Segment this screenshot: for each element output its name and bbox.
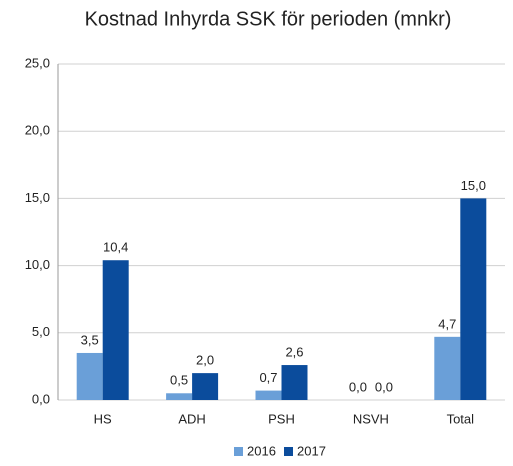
y-tick-label: 20,0 [25,123,50,138]
value-label: 0,5 [170,373,188,388]
legend-label: 2016 [247,443,276,458]
value-label: 0,0 [349,379,367,394]
legend-swatch [284,447,293,456]
y-tick-label: 25,0 [25,55,50,70]
y-tick-label: 15,0 [25,190,50,205]
y-tick-label: 10,0 [25,257,50,272]
bar [281,365,308,400]
value-label: 4,7 [438,316,456,331]
value-label: 0,7 [259,370,277,385]
bar [166,393,193,400]
legend-swatch [234,447,243,456]
x-tick-label: HS [94,411,112,426]
value-label: 3,5 [81,332,99,347]
bar [102,260,129,400]
x-tick-label: PSH [268,411,295,426]
value-label: 2,6 [285,344,303,359]
bar [434,336,461,400]
x-tick-label: ADH [178,411,205,426]
bar [76,352,103,400]
chart-title: Kostnad Inhyrda SSK för perioden (mnkr) [85,8,452,30]
x-tick-label: Total [447,411,475,426]
bar [460,198,487,400]
value-label: 0,0 [375,379,393,394]
value-label: 2,0 [196,353,214,368]
bar [255,390,282,400]
x-tick-label: NSVH [353,411,389,426]
legend-label: 2017 [297,443,326,458]
bar [192,373,219,400]
y-tick-label: 0,0 [32,391,50,406]
y-tick-label: 5,0 [32,324,50,339]
value-label: 10,4 [103,240,128,255]
value-label: 15,0 [461,178,486,193]
